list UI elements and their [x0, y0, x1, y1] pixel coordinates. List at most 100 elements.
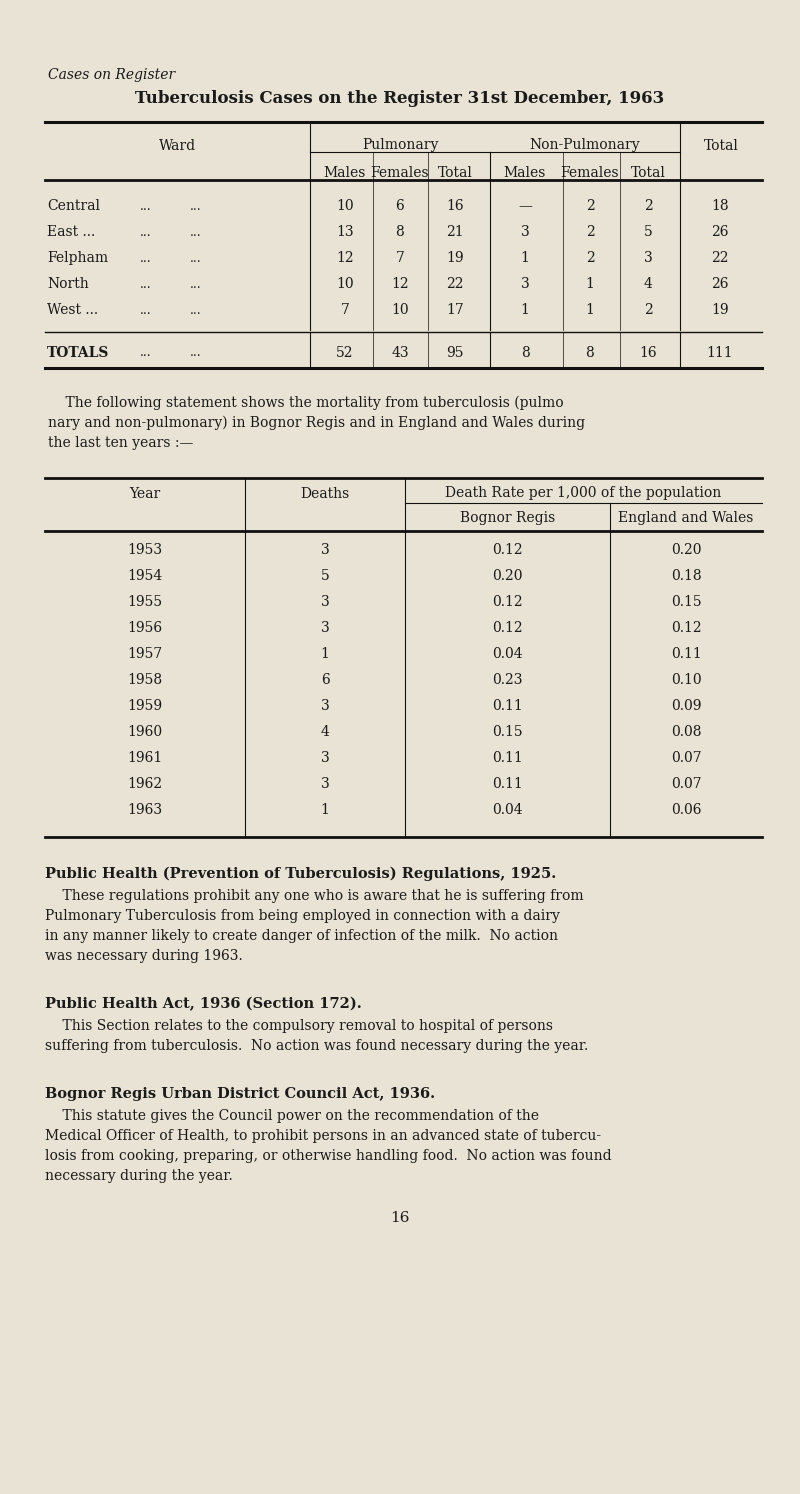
Text: 0.20: 0.20 — [670, 542, 702, 557]
Text: 0.07: 0.07 — [670, 751, 702, 765]
Text: 1: 1 — [321, 802, 330, 817]
Text: 0.11: 0.11 — [492, 699, 523, 713]
Text: Males: Males — [504, 166, 546, 179]
Text: 1: 1 — [521, 303, 530, 317]
Text: 21: 21 — [446, 226, 464, 239]
Text: 0.09: 0.09 — [670, 699, 702, 713]
Text: Felpham: Felpham — [47, 251, 108, 264]
Text: 1962: 1962 — [127, 777, 162, 790]
Text: 1961: 1961 — [127, 751, 162, 765]
Text: 12: 12 — [336, 251, 354, 264]
Text: 0.12: 0.12 — [492, 542, 523, 557]
Text: East ...: East ... — [47, 226, 95, 239]
Text: 0.11: 0.11 — [670, 647, 702, 660]
Text: necessary during the year.: necessary during the year. — [45, 1168, 233, 1183]
Text: Total: Total — [438, 166, 473, 179]
Text: losis from cooking, preparing, or otherwise handling food.  No action was found: losis from cooking, preparing, or otherw… — [45, 1149, 612, 1162]
Text: ...: ... — [190, 200, 202, 212]
Text: 95: 95 — [446, 347, 464, 360]
Text: 0.10: 0.10 — [670, 672, 702, 687]
Text: 0.04: 0.04 — [492, 647, 523, 660]
Text: 1958: 1958 — [127, 672, 162, 687]
Text: 0.06: 0.06 — [670, 802, 702, 817]
Text: Year: Year — [130, 487, 161, 500]
Text: 17: 17 — [446, 303, 464, 317]
Text: 0.11: 0.11 — [492, 751, 523, 765]
Text: ...: ... — [190, 278, 202, 290]
Text: 7: 7 — [341, 303, 350, 317]
Text: 0.04: 0.04 — [492, 802, 523, 817]
Text: 3: 3 — [321, 777, 330, 790]
Text: 8: 8 — [396, 226, 404, 239]
Text: 26: 26 — [711, 276, 729, 291]
Text: Central: Central — [47, 199, 100, 214]
Text: Death Rate per 1,000 of the population: Death Rate per 1,000 of the population — [446, 486, 722, 500]
Text: 0.08: 0.08 — [670, 725, 702, 740]
Text: 5: 5 — [321, 569, 330, 583]
Text: Pulmonary Tuberculosis from being employed in connection with a dairy: Pulmonary Tuberculosis from being employ… — [45, 908, 560, 923]
Text: Ward: Ward — [159, 139, 196, 152]
Text: 2: 2 — [644, 303, 652, 317]
Text: Cases on Register: Cases on Register — [48, 69, 175, 82]
Text: 0.12: 0.12 — [492, 595, 523, 610]
Text: the last ten years :—: the last ten years :— — [48, 436, 194, 450]
Text: ...: ... — [140, 347, 152, 359]
Text: North: North — [47, 276, 89, 291]
Text: was necessary during 1963.: was necessary during 1963. — [45, 949, 242, 964]
Text: 3: 3 — [321, 595, 330, 610]
Text: Non-Pulmonary: Non-Pulmonary — [530, 137, 640, 152]
Text: Females: Females — [370, 166, 430, 179]
Text: 6: 6 — [396, 199, 404, 214]
Text: 5: 5 — [644, 226, 652, 239]
Text: ...: ... — [190, 226, 202, 239]
Text: 1: 1 — [586, 303, 594, 317]
Text: 1957: 1957 — [127, 647, 162, 660]
Text: Tuberculosis Cases on the Register 31st December, 1963: Tuberculosis Cases on the Register 31st … — [135, 90, 665, 108]
Text: 0.15: 0.15 — [492, 725, 523, 740]
Text: in any manner likely to create danger of infection of the milk.  No action: in any manner likely to create danger of… — [45, 929, 558, 943]
Text: 8: 8 — [586, 347, 594, 360]
Text: nary and non-pulmonary) in Bognor Regis and in England and Wales during: nary and non-pulmonary) in Bognor Regis … — [48, 415, 585, 430]
Text: The following statement shows the mortality from tuberculosis (pulmo: The following statement shows the mortal… — [48, 396, 564, 411]
Text: 4: 4 — [643, 276, 653, 291]
Text: Medical Officer of Health, to prohibit persons in an advanced state of tubercu-: Medical Officer of Health, to prohibit p… — [45, 1129, 601, 1143]
Text: 2: 2 — [644, 199, 652, 214]
Text: 111: 111 — [706, 347, 734, 360]
Text: 22: 22 — [446, 276, 464, 291]
Text: 19: 19 — [446, 251, 464, 264]
Text: ...: ... — [190, 251, 202, 264]
Text: Bognor Regis: Bognor Regis — [460, 511, 555, 524]
Text: Deaths: Deaths — [300, 487, 350, 500]
Text: 2: 2 — [586, 199, 594, 214]
Text: 43: 43 — [391, 347, 409, 360]
Text: 13: 13 — [336, 226, 354, 239]
Text: 3: 3 — [321, 751, 330, 765]
Text: 0.12: 0.12 — [492, 622, 523, 635]
Text: 0.18: 0.18 — [670, 569, 702, 583]
Text: Pulmonary: Pulmonary — [362, 137, 438, 152]
Text: England and Wales: England and Wales — [618, 511, 754, 524]
Text: 3: 3 — [321, 699, 330, 713]
Text: 1956: 1956 — [127, 622, 162, 635]
Text: 16: 16 — [390, 1212, 410, 1225]
Text: —: — — [518, 199, 532, 214]
Text: 0.07: 0.07 — [670, 777, 702, 790]
Text: 18: 18 — [711, 199, 729, 214]
Text: 3: 3 — [321, 542, 330, 557]
Text: 0.12: 0.12 — [670, 622, 702, 635]
Text: 26: 26 — [711, 226, 729, 239]
Text: 16: 16 — [446, 199, 464, 214]
Text: Males: Males — [324, 166, 366, 179]
Text: Females: Females — [561, 166, 619, 179]
Text: 0.15: 0.15 — [670, 595, 702, 610]
Text: TOTALS: TOTALS — [47, 347, 110, 360]
Text: 10: 10 — [391, 303, 409, 317]
Text: 12: 12 — [391, 276, 409, 291]
Text: 22: 22 — [711, 251, 729, 264]
Text: ...: ... — [190, 303, 202, 317]
Text: ...: ... — [140, 200, 152, 212]
Text: Bognor Regis Urban District Council Act, 1936.: Bognor Regis Urban District Council Act,… — [45, 1088, 435, 1101]
Text: 1960: 1960 — [127, 725, 162, 740]
Text: 10: 10 — [336, 276, 354, 291]
Text: 10: 10 — [336, 199, 354, 214]
